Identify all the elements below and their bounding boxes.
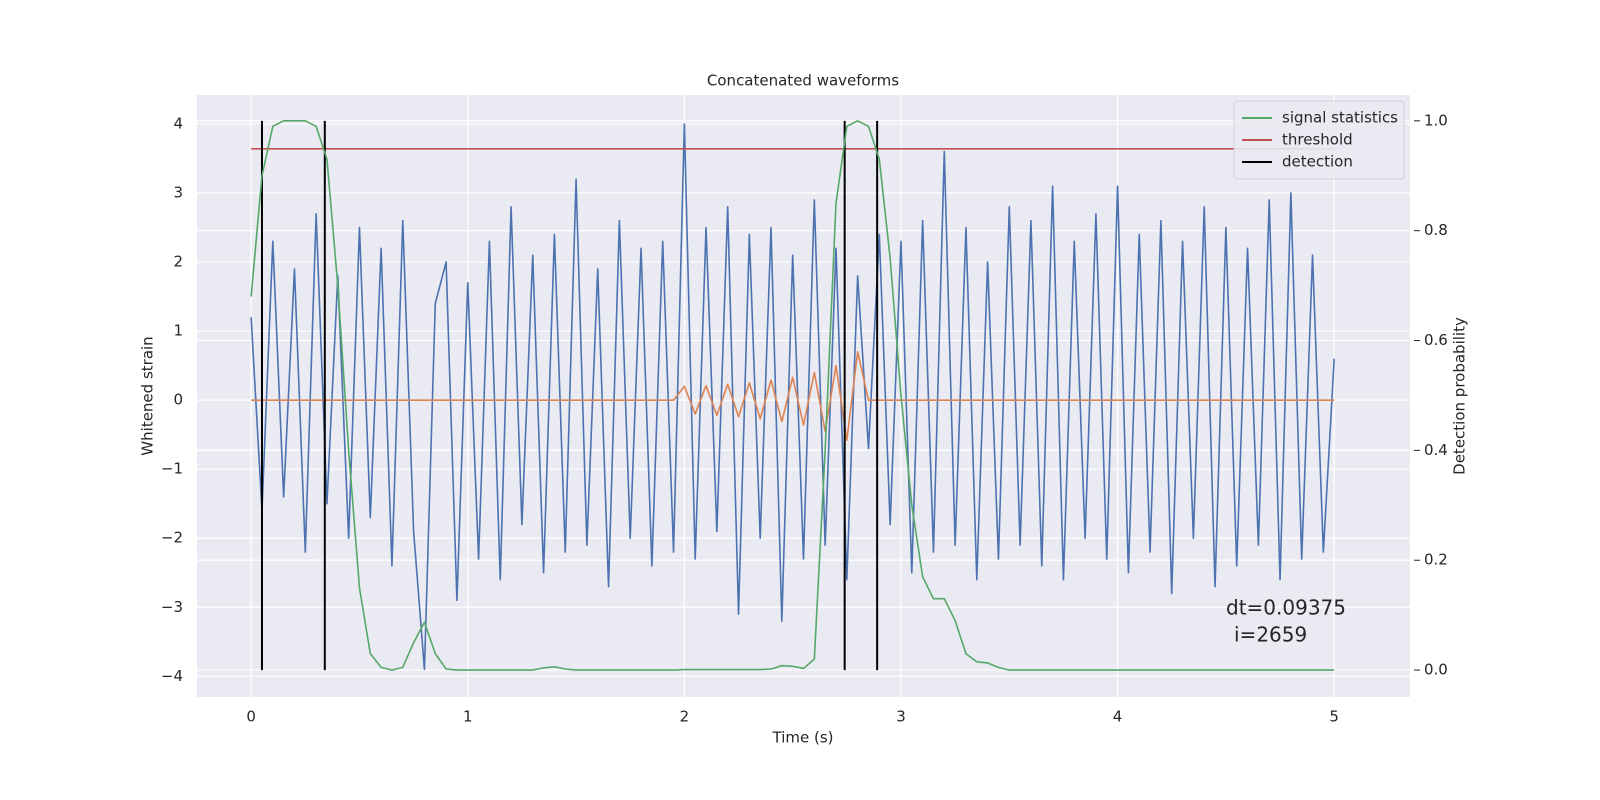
- y-tick-label: −1: [161, 460, 183, 478]
- series-line: [251, 351, 1335, 441]
- legend: signal statistics threshold detection: [1233, 100, 1405, 180]
- y2-tick-label: 1.0: [1424, 111, 1448, 129]
- y-tick-label: −3: [161, 598, 183, 616]
- y-tick-label: 4: [173, 114, 183, 132]
- legend-label: signal statistics: [1282, 109, 1398, 127]
- annotation: i=2659: [1234, 623, 1307, 647]
- x-tick-label: 0: [246, 708, 256, 726]
- legend-label: detection: [1282, 153, 1353, 171]
- legend-box: [1233, 100, 1405, 180]
- annotation: dt=0.09375: [1226, 596, 1346, 620]
- y2-tick-label: 0.0: [1424, 661, 1448, 679]
- y-tick-label: 0: [173, 391, 183, 409]
- x-tick-label: 1: [463, 708, 473, 726]
- y-tick-label: −2: [161, 529, 183, 547]
- series-line: [250, 123, 1335, 671]
- x-tick-label: 4: [1113, 708, 1123, 726]
- marks: [250, 120, 1335, 671]
- chart-title: Concatenated waveforms: [707, 72, 899, 90]
- series-line: [250, 120, 1335, 671]
- y2-tick-label: 0.2: [1424, 551, 1448, 569]
- y-tick-label: −4: [161, 667, 183, 685]
- y-tick-label: 1: [173, 322, 183, 340]
- y2-tick-label: 0.6: [1424, 331, 1448, 349]
- x-axis-label: Time (s): [772, 729, 834, 747]
- y2-axis-label: Detection probability: [1451, 317, 1469, 475]
- x-tick-label: 3: [896, 708, 906, 726]
- y2-tick-label: 0.4: [1424, 441, 1448, 459]
- y-axis-label: Whitened strain: [139, 336, 157, 455]
- y-tick-label: 3: [173, 184, 183, 202]
- y-tick-label: 2: [173, 253, 183, 271]
- x-tick-label: 5: [1329, 708, 1339, 726]
- plot-area: [197, 95, 1410, 697]
- x-tick-label: 2: [680, 708, 690, 726]
- legend-label: threshold: [1282, 131, 1353, 149]
- y2-tick-label: 0.8: [1424, 221, 1448, 239]
